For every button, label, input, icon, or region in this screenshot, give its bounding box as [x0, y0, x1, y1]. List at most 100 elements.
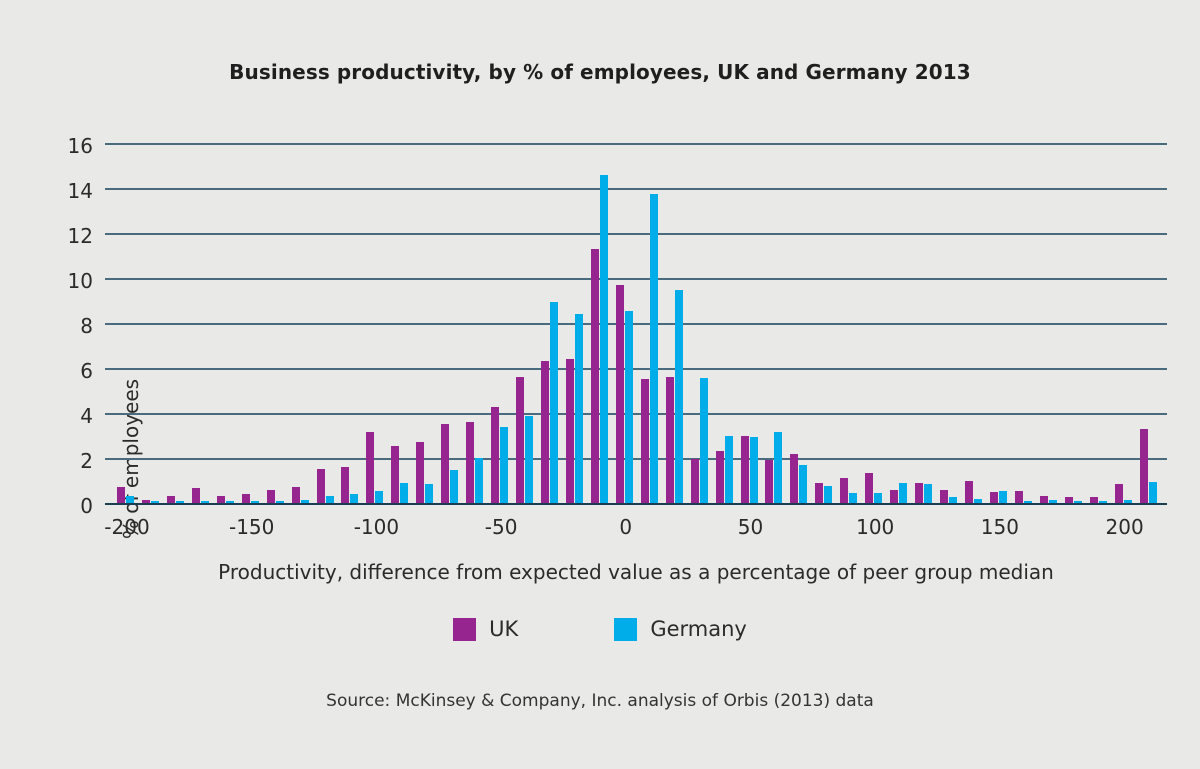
- bar-uk--110: [341, 467, 350, 503]
- y-tick-label-14: 14: [67, 179, 93, 203]
- y-tick-label-16: 16: [67, 134, 93, 158]
- x-tick-label-0: 0: [619, 515, 633, 539]
- bar-germany--140: [275, 500, 284, 503]
- bar-germany-210: [1148, 481, 1157, 503]
- bar-germany-200: [1123, 499, 1132, 503]
- bar-germany--80: [425, 483, 434, 503]
- bar-uk-70: [790, 453, 799, 503]
- bar-germany--100: [375, 490, 384, 503]
- gridline-y-12: [105, 233, 1167, 235]
- bar-uk--120: [316, 469, 325, 503]
- bar-uk--170: [191, 488, 200, 503]
- source-note: Source: McKinsey & Company, Inc. analysi…: [326, 691, 874, 711]
- gridline-y-2: [105, 458, 1167, 460]
- bar-germany-60: [774, 432, 783, 503]
- y-tick-label-10: 10: [67, 269, 93, 293]
- bar-uk--80: [416, 442, 425, 503]
- bar-uk--160: [216, 495, 225, 503]
- legend-item-germany: Germany: [614, 617, 747, 641]
- bar-uk-160: [1014, 490, 1023, 503]
- bar-germany-20: [674, 290, 683, 503]
- bar-uk--100: [366, 432, 375, 503]
- bar-germany--110: [350, 494, 359, 503]
- bar-germany-140: [973, 498, 982, 503]
- y-tick-label-2: 2: [80, 449, 93, 473]
- bar-uk-100: [865, 472, 874, 503]
- bar-uk--180: [166, 496, 175, 503]
- gridline-y-6: [105, 368, 1167, 370]
- bar-uk-90: [840, 478, 849, 503]
- gridline-y-10: [105, 278, 1167, 280]
- bar-germany-170: [1048, 499, 1057, 503]
- legend-label-uk: UK: [489, 617, 519, 641]
- bar-uk-130: [940, 489, 949, 503]
- y-tick-label-0: 0: [80, 494, 93, 518]
- bar-uk--30: [540, 361, 549, 503]
- bar-germany--70: [450, 470, 459, 503]
- legend-swatch-uk: [453, 617, 477, 641]
- bar-uk-10: [640, 379, 649, 503]
- bar-germany--130: [300, 499, 309, 503]
- x-tick-label-200: 200: [1105, 515, 1144, 539]
- bar-germany--190: [150, 501, 159, 503]
- bar-germany-50: [749, 436, 758, 503]
- bar-uk-60: [765, 460, 774, 503]
- x-tick-label--50: -50: [484, 515, 518, 539]
- bar-germany-40: [724, 435, 733, 503]
- bar-uk--60: [466, 422, 475, 503]
- x-tick-label-50: 50: [737, 515, 764, 539]
- bar-germany-150: [998, 490, 1007, 503]
- bar-uk-150: [989, 491, 998, 503]
- bar-uk-190: [1089, 497, 1098, 503]
- bar-germany-10: [649, 193, 658, 503]
- bar-uk-180: [1064, 497, 1073, 503]
- bar-germany--200: [126, 496, 134, 503]
- y-tick-label-4: 4: [80, 404, 93, 428]
- chart-title: Business productivity, by % of employees…: [229, 60, 971, 84]
- bar-germany-130: [949, 497, 958, 503]
- bar-germany-80: [824, 486, 833, 503]
- bar-germany--30: [549, 301, 558, 503]
- bar-uk--70: [441, 424, 450, 503]
- bar-uk--10: [590, 248, 599, 503]
- legend-label-germany: Germany: [650, 617, 747, 641]
- legend-item-uk: UK: [453, 617, 518, 641]
- bar-uk--50: [491, 407, 500, 503]
- gridline-y-4: [105, 413, 1167, 415]
- bar-uk--20: [565, 359, 574, 503]
- legend: UK Germany: [0, 617, 1200, 641]
- bar-uk--40: [516, 377, 525, 503]
- bar-uk-210: [1139, 428, 1148, 503]
- bar-germany-160: [1023, 500, 1032, 503]
- x-tick-label--200: -200: [104, 515, 150, 539]
- bar-germany-90: [849, 492, 858, 503]
- bar-germany-0: [624, 310, 633, 503]
- y-tick-label-6: 6: [80, 359, 93, 383]
- bar-uk--130: [291, 487, 300, 503]
- bar-uk-80: [815, 482, 824, 503]
- bar-uk-110: [890, 489, 899, 503]
- y-tick-label-12: 12: [67, 224, 93, 248]
- x-axis-line: [105, 503, 1167, 505]
- bar-germany--170: [200, 501, 209, 503]
- x-tick-label-150: 150: [980, 515, 1019, 539]
- x-tick-label--150: -150: [228, 515, 275, 539]
- bar-uk-40: [715, 451, 724, 503]
- bar-germany--180: [175, 501, 184, 503]
- bar-uk--150: [241, 494, 250, 503]
- x-axis-title: Productivity, difference from expected v…: [218, 560, 1054, 584]
- bar-uk-0: [615, 284, 624, 503]
- bar-uk-20: [665, 377, 674, 503]
- bar-germany-110: [899, 482, 908, 503]
- bar-germany--20: [574, 314, 583, 503]
- bar-uk-140: [964, 480, 973, 503]
- bar-uk--90: [391, 445, 400, 503]
- gridline-y-16: [105, 143, 1167, 145]
- bar-germany-180: [1073, 500, 1082, 503]
- bar-germany--40: [525, 416, 534, 503]
- gridline-y-8: [105, 323, 1167, 325]
- bar-germany-30: [699, 378, 708, 503]
- bar-uk--190: [141, 500, 150, 503]
- bar-uk-120: [915, 482, 924, 503]
- gridline-y-14: [105, 188, 1167, 190]
